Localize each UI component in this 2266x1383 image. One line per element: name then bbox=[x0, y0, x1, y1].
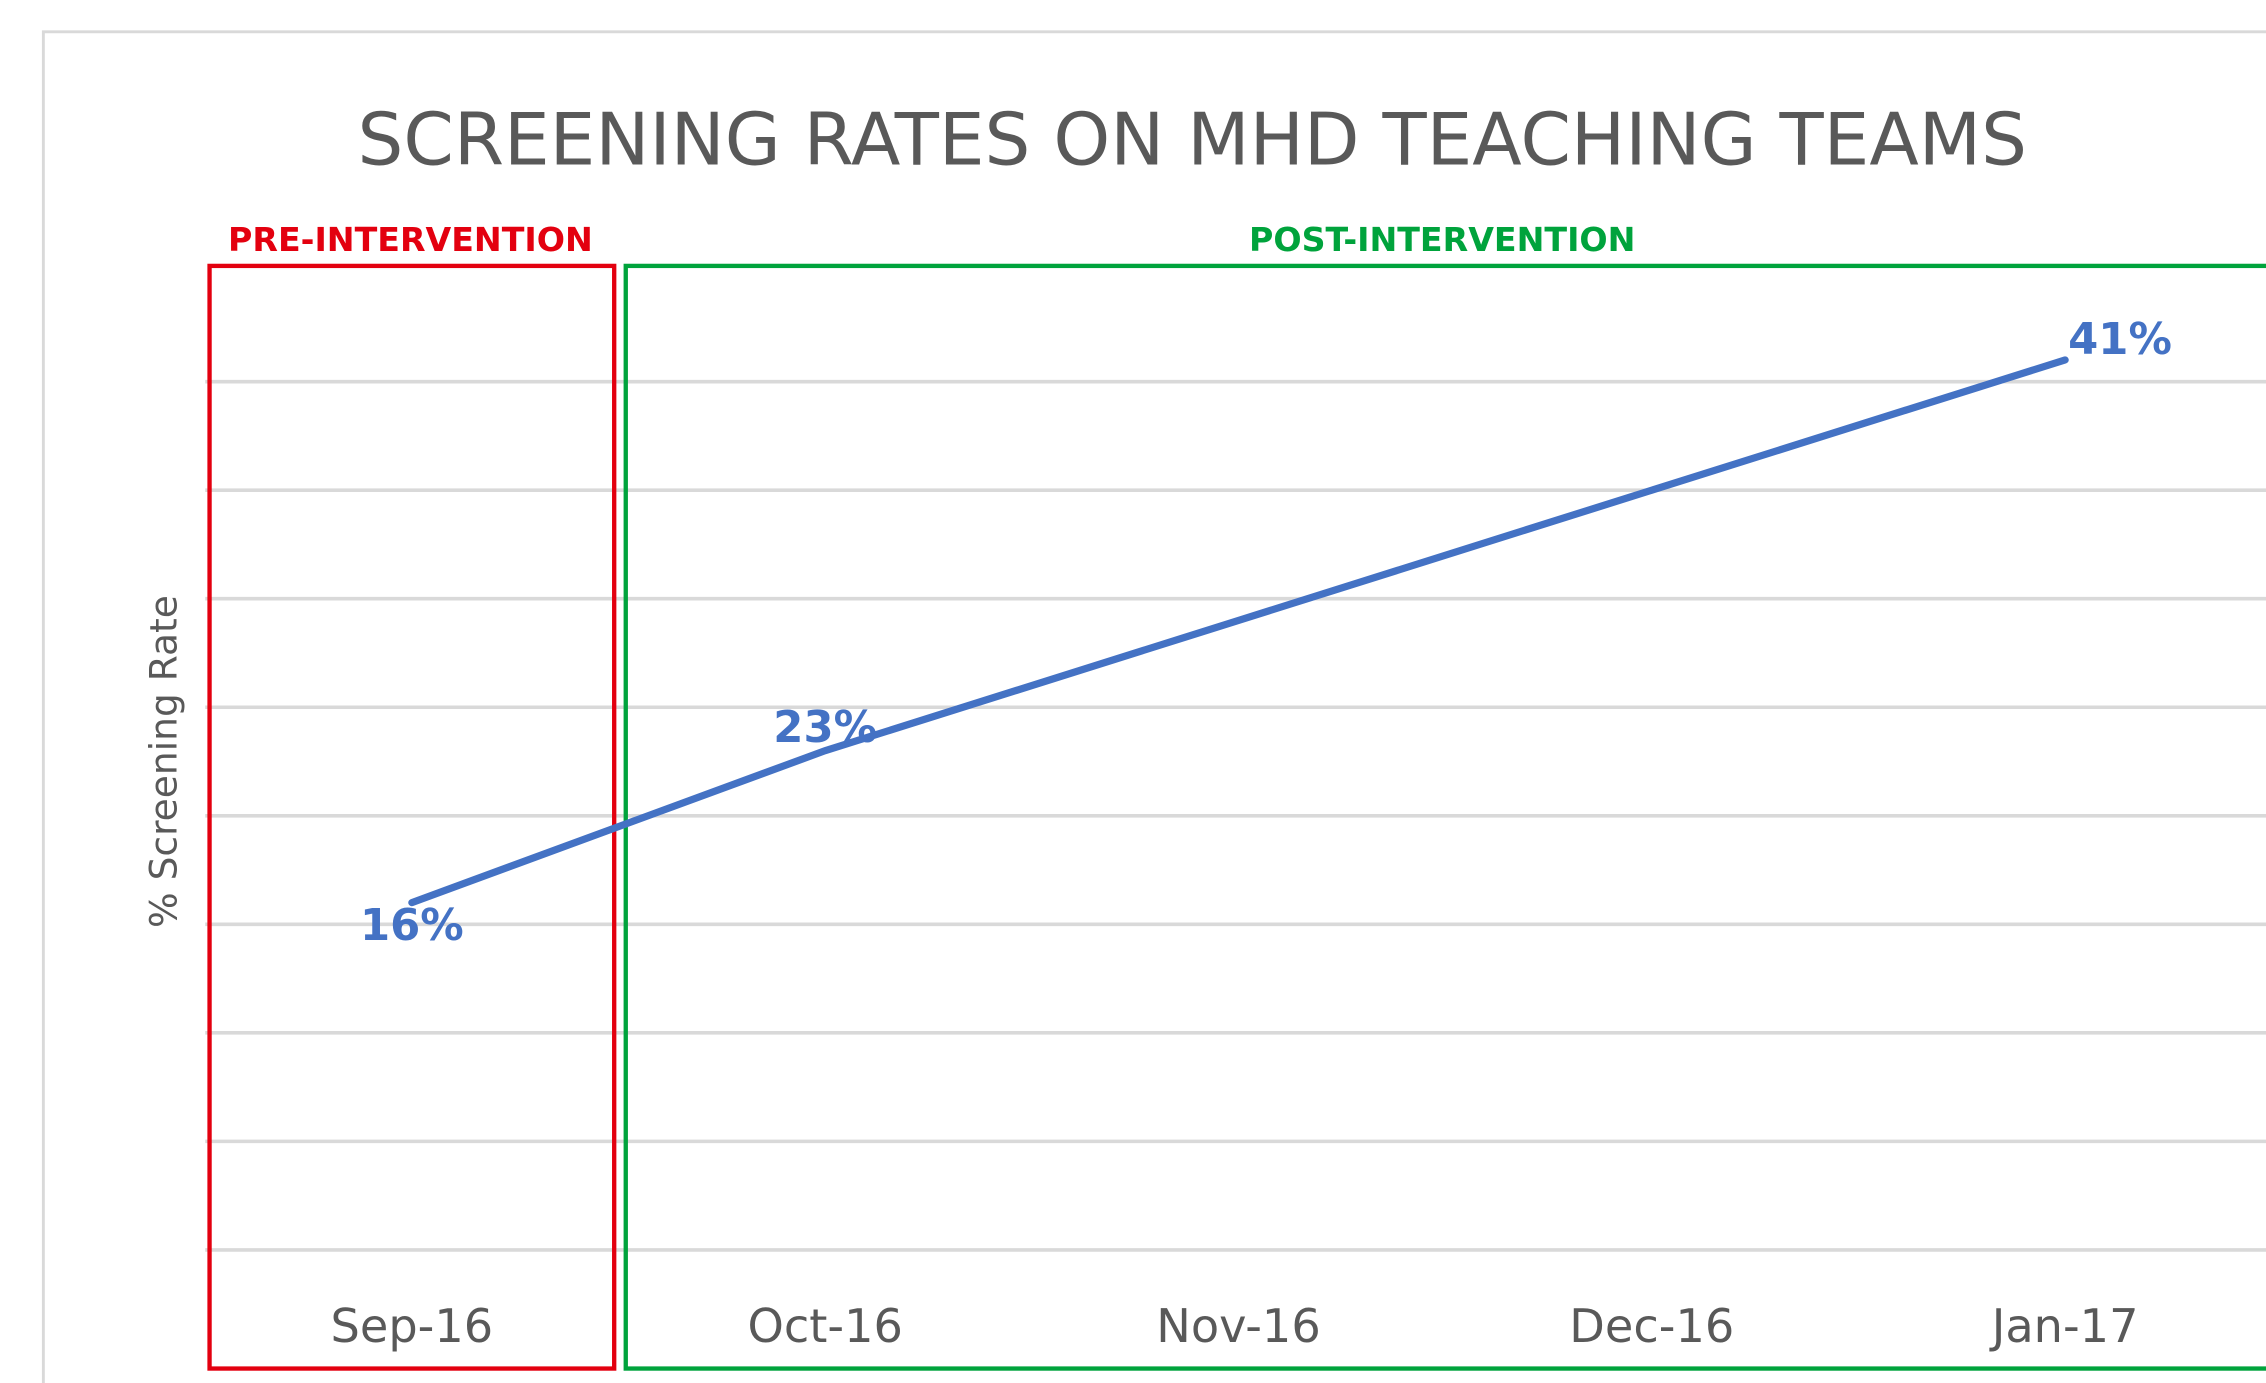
x-tick-label: Nov-16 bbox=[1156, 1299, 1321, 1353]
data-label: 41% bbox=[2068, 315, 2172, 365]
data-label: 23% bbox=[773, 703, 877, 753]
phase-label: POST-INTERVENTION bbox=[1249, 220, 1635, 259]
data-line bbox=[408, 356, 2069, 907]
phase-box bbox=[207, 263, 617, 1371]
phase-label: PRE-INTERVENTION bbox=[228, 220, 593, 259]
x-tick-label: Oct-16 bbox=[747, 1299, 902, 1353]
x-tick-label: Jan-17 bbox=[1989, 1299, 2139, 1353]
y-axis-label: % Screening Rate bbox=[142, 595, 186, 928]
chart-title: SCREENING RATES ON MHD TEACHING TEAMS bbox=[358, 99, 2027, 183]
x-tick-label: Dec-16 bbox=[1569, 1299, 1734, 1353]
data-label: 16% bbox=[360, 901, 464, 951]
x-tick-label: Sep-16 bbox=[331, 1299, 494, 1353]
phase-box bbox=[623, 263, 2266, 1371]
